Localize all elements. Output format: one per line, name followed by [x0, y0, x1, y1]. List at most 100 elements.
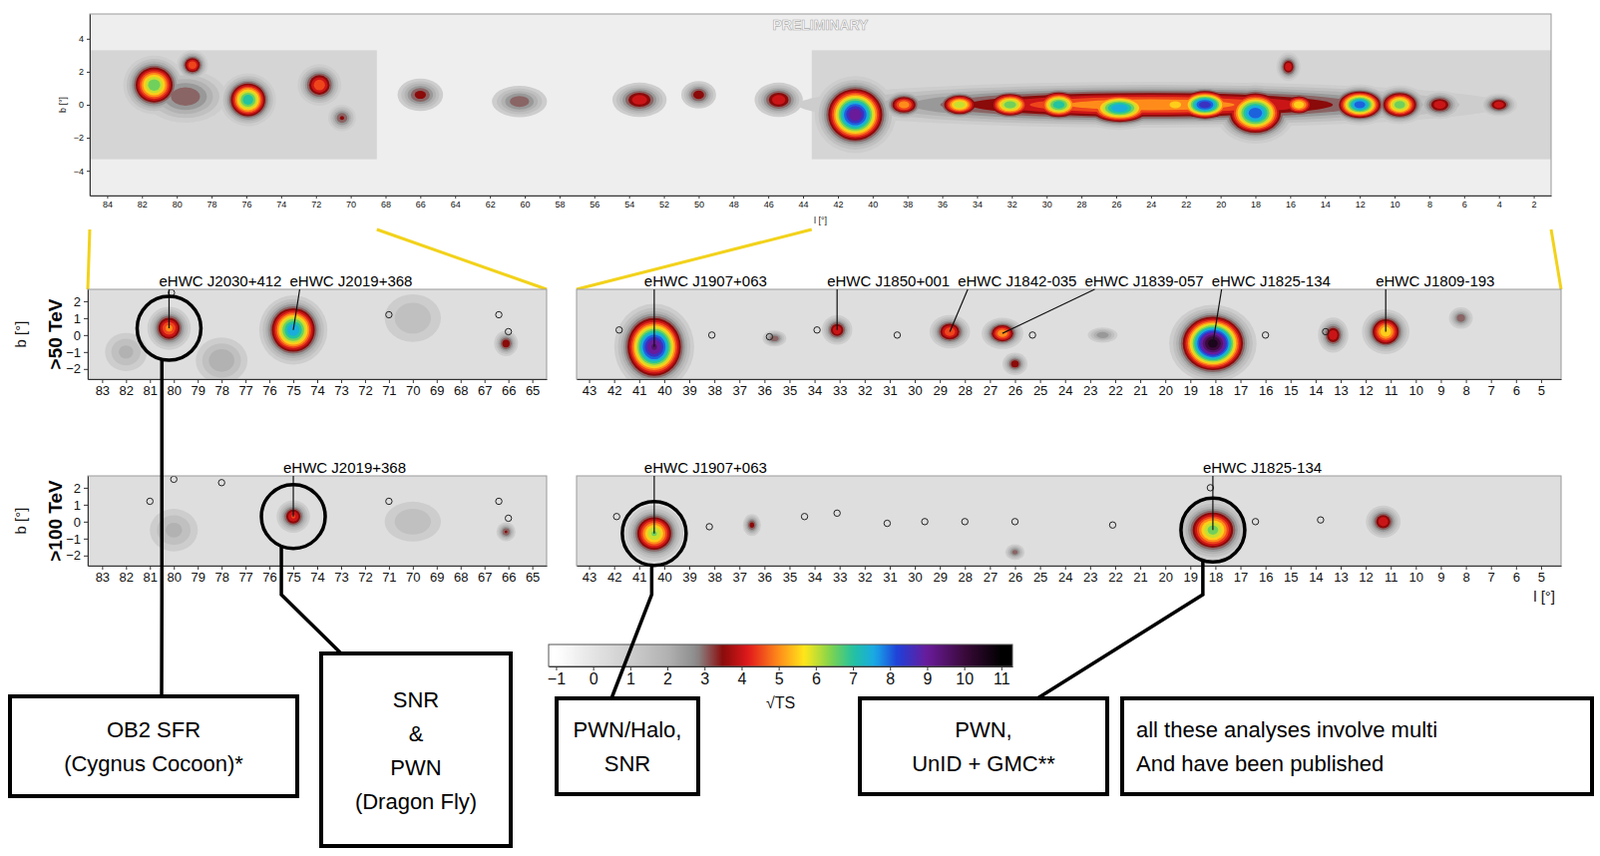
tick: 65: [525, 379, 540, 399]
tick-label: 24: [1146, 199, 1157, 210]
source-contour: [139, 70, 170, 99]
tick: 68: [453, 565, 468, 585]
source-contour: [400, 81, 439, 109]
tick-label: 65: [525, 569, 540, 585]
tick-label: 34: [972, 199, 983, 210]
tick-mark: [837, 195, 839, 199]
tick: 20: [1215, 195, 1226, 210]
source-contour: [1108, 102, 1132, 114]
tick: 31: [882, 565, 897, 585]
connector-line: [1551, 229, 1562, 290]
tick-label: 46: [764, 199, 775, 210]
tick-label: 74: [310, 383, 325, 399]
tick-label: 81: [143, 383, 158, 399]
source-contour: [688, 86, 709, 103]
source-contour: [625, 90, 654, 109]
tick: 73: [334, 565, 349, 585]
annotation-text: PWN/Halo,: [573, 717, 683, 743]
panel: 4342414039383736353433323130292827262524…: [576, 272, 1563, 399]
axis: 8482807876747270686664626058565452504846…: [90, 195, 1553, 210]
tick-label: 77: [238, 569, 253, 585]
source-contour: [746, 517, 760, 533]
tick-label: 10: [1390, 199, 1401, 210]
tick-mark: [86, 38, 90, 40]
catalog-marker: [218, 479, 225, 486]
source-contour: [1345, 95, 1375, 115]
source-contour: [831, 92, 879, 137]
source-label: eHWC J1907+063: [644, 458, 768, 476]
catalog-marker: [708, 332, 715, 339]
source-contour: [1233, 95, 1277, 130]
highlight-circle: [1181, 497, 1245, 562]
source-contour: [1001, 99, 1019, 110]
source-contour: [990, 324, 1016, 344]
source-contour: [1102, 99, 1137, 116]
tick: 8: [1462, 565, 1470, 585]
tick: 10: [1409, 565, 1424, 585]
tick: 76: [262, 565, 277, 585]
tick: −1: [547, 666, 566, 688]
source-contour: [220, 72, 277, 126]
tick: 8: [1462, 379, 1470, 399]
tick-label: 21: [1133, 383, 1148, 399]
tick: 72: [358, 565, 373, 585]
tick-label: 82: [137, 199, 148, 210]
tick-mark: [733, 195, 735, 199]
tick: 80: [167, 565, 182, 585]
tick-mark: [83, 487, 88, 489]
tick-label: 16: [1258, 383, 1273, 399]
tick-label: 75: [286, 383, 301, 399]
tick: 23: [1083, 565, 1098, 585]
tick-mark: [86, 71, 90, 73]
tick: 33: [832, 379, 847, 399]
tick-mark: [281, 195, 283, 199]
tick-label: 8: [1462, 569, 1470, 585]
source-contour: [616, 84, 664, 114]
tick: 18: [1250, 195, 1261, 210]
tick: 28: [958, 379, 973, 399]
tick-label: 37: [733, 569, 748, 585]
tick-label: 14: [1308, 383, 1323, 399]
tick: 65: [525, 565, 540, 585]
source-contour: [118, 345, 134, 359]
tick: 7: [1488, 379, 1496, 399]
tick: −2: [65, 361, 88, 377]
source-contour: [1186, 93, 1224, 116]
source-contour: [1346, 96, 1373, 114]
source-contour: [300, 66, 339, 103]
source-contour: [243, 94, 254, 105]
source-contour: [1091, 329, 1116, 342]
tick: 1: [73, 497, 88, 513]
tick-mark: [698, 195, 700, 199]
source-contour: [504, 530, 508, 534]
tick: 76: [262, 379, 277, 399]
tick: 36: [758, 565, 773, 585]
tick: 2: [663, 666, 673, 688]
source-contour: [1377, 88, 1422, 120]
source-contour: [1004, 100, 1017, 108]
source-contour: [141, 72, 168, 97]
source-contour: [1279, 55, 1298, 77]
axis: 4342414039383736353433323130292827262524…: [577, 379, 1563, 399]
source-contour: [1167, 99, 1185, 110]
tick-label: 1: [73, 497, 81, 513]
source-contour: [395, 508, 431, 535]
source-contour: [748, 520, 757, 530]
source-contour: [1010, 548, 1020, 557]
source-contour: [202, 343, 242, 378]
tick: 68: [381, 195, 392, 210]
tick: 83: [95, 379, 110, 399]
source-contour: [230, 83, 265, 117]
tick-label: 68: [453, 383, 468, 399]
tick-mark: [1151, 195, 1153, 199]
source-contour: [1365, 505, 1401, 538]
tick-label: 32: [1007, 199, 1018, 210]
tick: 64: [450, 195, 461, 210]
tick-label: 32: [857, 569, 872, 585]
catalog-marker: [883, 519, 890, 526]
tick: 0: [589, 666, 599, 688]
source-contour: [182, 55, 204, 75]
tick: 1: [73, 311, 88, 327]
tick: 68: [453, 379, 468, 399]
source-contour: [340, 115, 345, 120]
